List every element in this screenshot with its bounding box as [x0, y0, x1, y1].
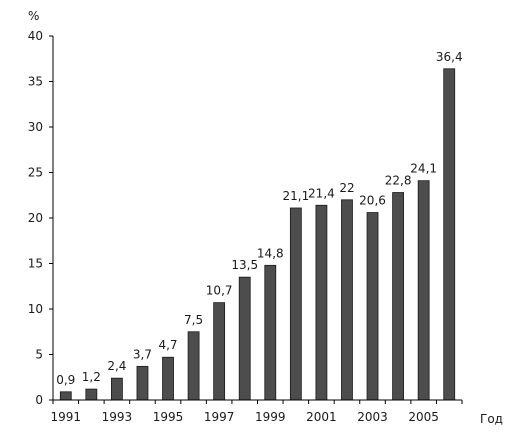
bar-value-label: 3,7 [133, 347, 152, 361]
y-tick-label: 40 [28, 29, 43, 43]
x-tick-label: 2001 [306, 410, 337, 424]
x-tick-label: 1993 [102, 410, 133, 424]
x-tick-label: 1999 [255, 410, 286, 424]
x-axis-unit-label: Год [480, 412, 503, 426]
bar [443, 68, 456, 401]
bar-value-label: 7,5 [184, 313, 203, 327]
bar-value-label: 20,6 [359, 194, 386, 208]
bar-value-label: 4,7 [158, 338, 177, 352]
bar [162, 356, 174, 401]
x-tick-label: 1995 [153, 410, 184, 424]
y-tick-label: 20 [28, 211, 43, 225]
bar-value-label: 22,8 [385, 174, 412, 188]
bar [341, 199, 353, 401]
bar [392, 192, 404, 401]
bar [264, 264, 277, 401]
bar [238, 276, 251, 401]
bar [187, 331, 200, 401]
bar-value-label: 21,4 [308, 186, 335, 200]
bar [289, 207, 302, 401]
y-tick-label: 25 [28, 166, 43, 180]
bar-value-label: 13,5 [231, 258, 258, 272]
y-axis: 0 5 10 15 20 25 30 35 40 [28, 29, 54, 407]
bars [59, 68, 456, 401]
bar [59, 391, 72, 401]
y-tick-label: 5 [35, 348, 43, 362]
y-axis-unit-label: % [28, 9, 39, 23]
y-tick-label: 10 [28, 302, 43, 316]
bar-value-label: 10,7 [206, 284, 233, 298]
x-tick-label: 1997 [204, 410, 235, 424]
bar-value-label: 24,1 [410, 162, 437, 176]
bar-value-label: 0,9 [56, 373, 75, 387]
bar [213, 302, 226, 401]
x-axis: 1991 1993 1995 1997 1999 2001 2003 2005 [51, 399, 463, 424]
x-tick-label: 2005 [408, 410, 439, 424]
bar [85, 388, 98, 401]
bar-value-label: 36,4 [436, 50, 463, 64]
bar-value-label: 14,8 [257, 246, 284, 260]
bar-value-label: 22 [339, 181, 354, 195]
x-tick-label: 2003 [357, 410, 388, 424]
bar-value-label: 21,1 [282, 189, 309, 203]
bar [315, 204, 328, 401]
y-tick-label: 30 [28, 120, 43, 134]
x-tick-label: 1991 [51, 410, 82, 424]
y-tick-label: 0 [35, 393, 43, 407]
y-tick-label: 35 [28, 75, 43, 89]
bar [366, 212, 379, 401]
bar [136, 365, 149, 401]
y-tick-label: 15 [28, 257, 43, 271]
data-labels: 0,9 1,2 2,4 3,7 4,7 7,5 10,7 13,514,8 21,121,4 22… [56, 50, 462, 387]
bar [111, 377, 123, 401]
bar [417, 180, 430, 401]
bar-value-label: 1,2 [82, 370, 101, 384]
bar-value-label: 2,4 [107, 359, 126, 373]
